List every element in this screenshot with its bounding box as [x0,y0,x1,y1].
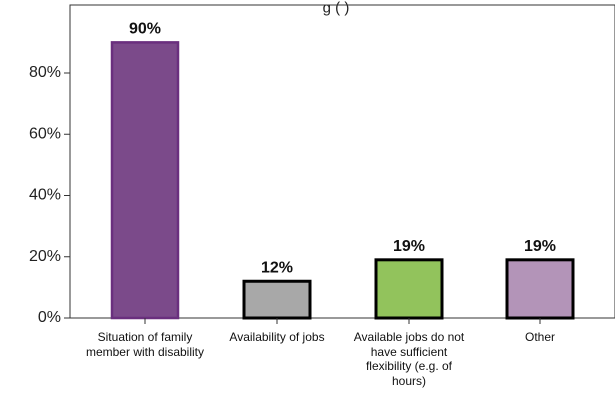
x-tick-label: Availability of jobs [229,330,325,344]
value-labels: 90% 12% 19% 19% [129,20,556,276]
value-label: 19% [393,238,425,255]
bar-1 [110,41,180,320]
value-label: 90% [129,20,161,37]
y-axis: 0% 20% 40% 60% 80% [29,64,70,326]
bar-2 [242,279,312,320]
x-tick-label: Situation of family member with disabili… [85,330,205,359]
bar-3 [374,258,444,320]
y-tick-label: 40% [29,187,61,204]
chart-title: g ( ) [323,0,350,16]
value-label: 12% [261,259,293,276]
y-tick-label: 80% [29,64,61,81]
x-axis-ticks [144,318,541,324]
plot-frame [69,4,615,319]
x-tick-label: Available jobs do not have sufficient fl… [353,330,465,388]
y-tick-label: 60% [29,125,61,142]
value-label: 19% [524,238,556,255]
bars [110,41,575,320]
y-tick-label: 20% [29,248,61,265]
x-tick-label: Other [524,330,555,344]
bar-4 [505,258,575,320]
y-tick-label: 0% [38,309,61,326]
